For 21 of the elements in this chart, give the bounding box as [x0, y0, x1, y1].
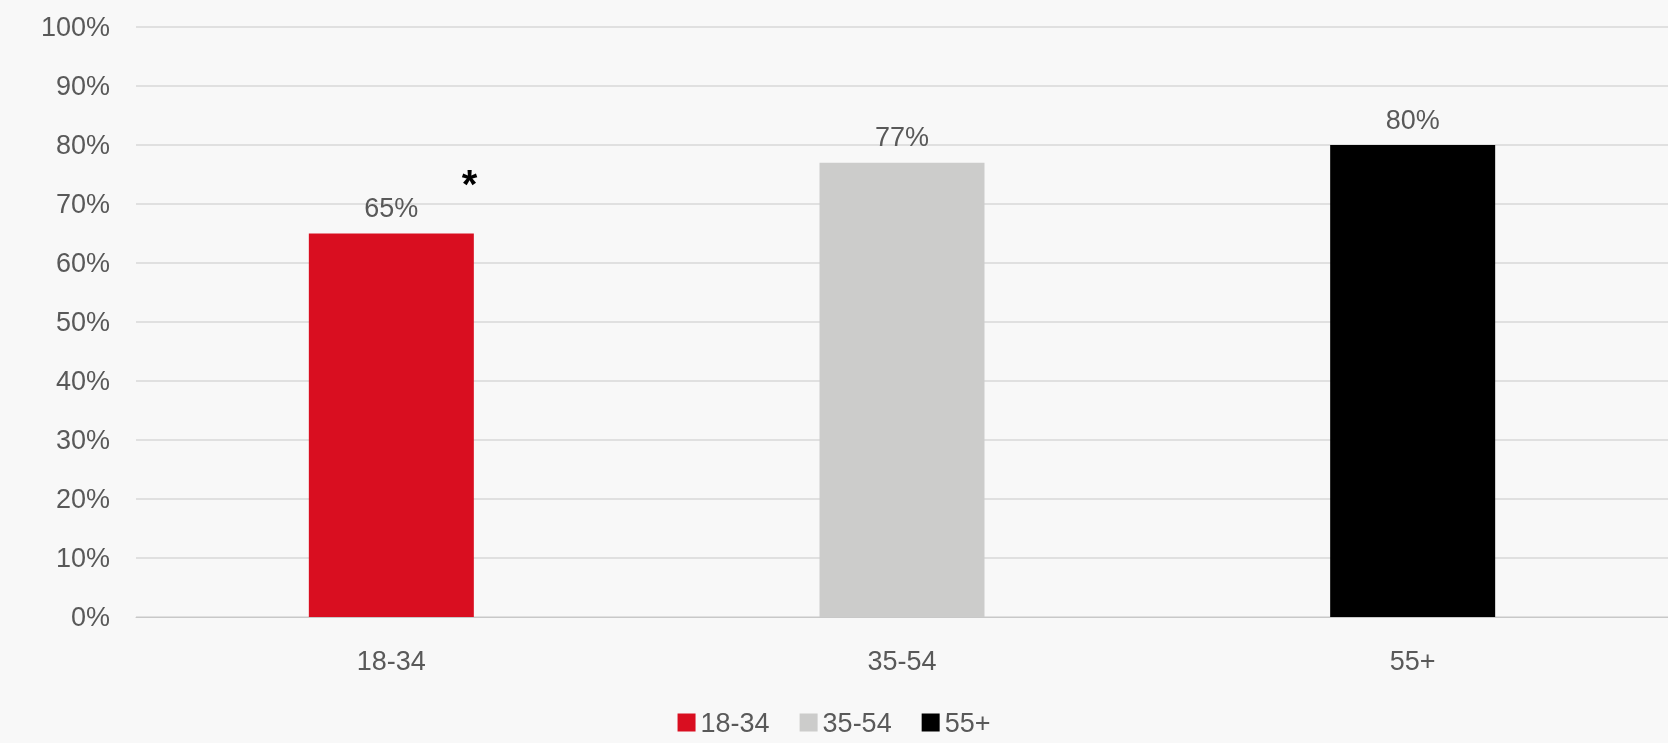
y-tick-label: 80%: [55, 130, 110, 160]
data-label: 77%: [874, 122, 930, 153]
y-tick-label: 50%: [55, 307, 110, 337]
y-tick-label: 60%: [55, 248, 110, 278]
x-tick-label: 35-54: [867, 645, 937, 676]
y-tick-label: 90%: [55, 71, 110, 101]
legend-label: 55+: [944, 707, 991, 738]
legend-label: 18-34: [700, 707, 770, 738]
y-tick-label: 10%: [55, 543, 110, 573]
y-tick-label: 20%: [55, 484, 110, 514]
x-tick-label: 18-34: [356, 645, 426, 676]
y-tick-label: 40%: [55, 366, 110, 396]
y-tick-label: 30%: [55, 425, 110, 455]
y-tick-label: 70%: [55, 189, 110, 219]
y-tick-label: 0%: [70, 602, 110, 632]
data-label: 65%: [364, 193, 419, 223]
annotation: *: [461, 161, 478, 206]
y-tick-label: 100%: [40, 12, 110, 42]
x-tick-label: 55+: [1389, 645, 1436, 676]
legend-label: 35-54: [822, 707, 892, 738]
data-label: 80%: [1385, 104, 1440, 135]
